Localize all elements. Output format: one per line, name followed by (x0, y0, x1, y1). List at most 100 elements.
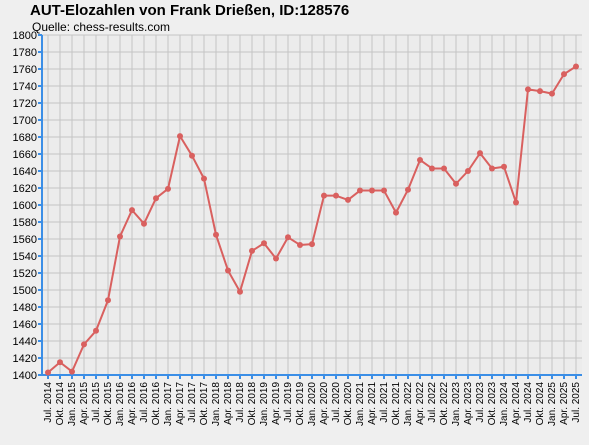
data-point (525, 86, 531, 93)
x-tick-label: Jan. 2024 (499, 382, 510, 426)
data-point (285, 234, 291, 241)
data-point (393, 209, 399, 216)
y-tick-label: 1560 (13, 234, 37, 246)
y-tick-label: 1640 (13, 166, 37, 178)
data-point (477, 150, 483, 157)
data-point (129, 207, 135, 214)
data-point (213, 231, 219, 238)
data-point (405, 186, 411, 193)
x-tick-label: Jan. 2016 (115, 382, 126, 426)
data-point (45, 369, 51, 376)
data-point (189, 152, 195, 159)
y-tick-label: 1720 (13, 98, 37, 110)
data-point (261, 240, 267, 247)
chart-title: AUT-Elozahlen von Frank Drießen, ID:1285… (30, 2, 350, 19)
data-point (117, 233, 123, 240)
data-point (93, 327, 99, 334)
y-tick-label: 1760 (13, 64, 37, 76)
data-point (153, 195, 159, 202)
data-point (345, 196, 351, 203)
x-tick-label: Jul. 2015 (91, 382, 102, 423)
x-tick-label: Jan. 2018 (211, 382, 222, 426)
data-point (165, 185, 171, 192)
data-point (489, 165, 495, 172)
data-point (237, 288, 243, 295)
x-tick-label: Jan. 2025 (547, 382, 558, 426)
y-tick-label: 1780 (13, 47, 37, 59)
y-tick-label: 1400 (13, 370, 37, 382)
data-point (465, 168, 471, 174)
y-tick-label: 1660 (13, 149, 37, 161)
x-tick-label: Jul. 2019 (283, 382, 294, 423)
x-tick-label: Okt. 2023 (487, 382, 498, 426)
data-point (141, 220, 147, 227)
x-tick-label: Jul. 2017 (187, 382, 198, 423)
x-tick-label: Apr. 2024 (511, 382, 522, 425)
x-tick-label: Okt. 2014 (55, 382, 66, 426)
y-tick-label: 1520 (13, 268, 37, 280)
x-tick-label: Apr. 2015 (79, 382, 90, 425)
data-point (201, 175, 207, 182)
data-point (441, 165, 447, 172)
x-tick-label: Okt. 2018 (247, 382, 258, 426)
data-point (429, 165, 435, 172)
x-tick-label: Jul. 2025 (571, 382, 582, 423)
data-point (513, 199, 519, 206)
x-tick-label: Jul. 2022 (427, 382, 438, 423)
y-tick-label: 1500 (13, 285, 37, 297)
x-tick-label: Okt. 2020 (343, 382, 354, 426)
data-point (381, 187, 387, 194)
data-point (81, 341, 87, 348)
x-tick-label: Okt. 2015 (103, 382, 114, 426)
x-tick-label: Okt. 2024 (535, 382, 546, 426)
x-tick-label: Jan. 2019 (259, 382, 270, 426)
data-point (549, 90, 555, 97)
x-tick-label: Apr. 2017 (175, 382, 186, 425)
x-tick-label: Okt. 2019 (295, 382, 306, 426)
x-tick-label: Apr. 2023 (463, 382, 474, 425)
y-tick-label: 1680 (13, 132, 37, 144)
x-tick-label: Jan. 2017 (163, 382, 174, 426)
x-tick-label: Apr. 2020 (319, 382, 330, 425)
y-tick-label: 1740 (13, 81, 37, 93)
y-tick-label: 1800 (13, 30, 37, 42)
x-tick-label: Okt. 2021 (391, 382, 402, 426)
y-tick-label: 1460 (13, 319, 37, 331)
data-point (501, 163, 507, 170)
y-tick-label: 1540 (13, 251, 37, 263)
x-tick-label: Jul. 2023 (475, 382, 486, 423)
chart-subtitle: Quelle: chess-results.com (32, 20, 171, 34)
x-tick-label: Jul. 2021 (379, 382, 390, 423)
y-tick-label: 1440 (13, 336, 37, 348)
data-point (273, 255, 279, 262)
y-tick-label: 1700 (13, 115, 37, 127)
data-point (537, 88, 543, 95)
data-point (369, 187, 375, 194)
data-point (357, 187, 363, 194)
x-tick-label: Okt. 2016 (151, 382, 162, 426)
data-point (453, 180, 459, 187)
x-tick-label: Jul. 2024 (523, 382, 534, 423)
data-point (309, 241, 315, 248)
x-tick-label: Apr. 2025 (559, 382, 570, 425)
x-tick-label: Jul. 2020 (331, 382, 342, 423)
y-tick-label: 1480 (13, 302, 37, 314)
x-tick-label: Jul. 2018 (235, 382, 246, 423)
data-point (69, 368, 75, 375)
x-tick-label: Apr. 2022 (415, 382, 426, 425)
x-tick-label: Apr. 2016 (127, 382, 138, 425)
x-tick-label: Jan. 2022 (403, 382, 414, 426)
y-tick-label: 1580 (13, 217, 37, 229)
data-point (417, 156, 423, 163)
data-point (333, 192, 339, 199)
data-point (297, 241, 303, 248)
x-tick-label: Jul. 2016 (139, 382, 150, 423)
x-tick-label: Jan. 2020 (307, 382, 318, 426)
y-tick-label: 1600 (13, 200, 37, 212)
x-tick-label: Okt. 2017 (199, 382, 210, 426)
data-point (57, 359, 63, 366)
data-point (249, 247, 255, 254)
x-tick-label: Apr. 2019 (271, 382, 282, 425)
